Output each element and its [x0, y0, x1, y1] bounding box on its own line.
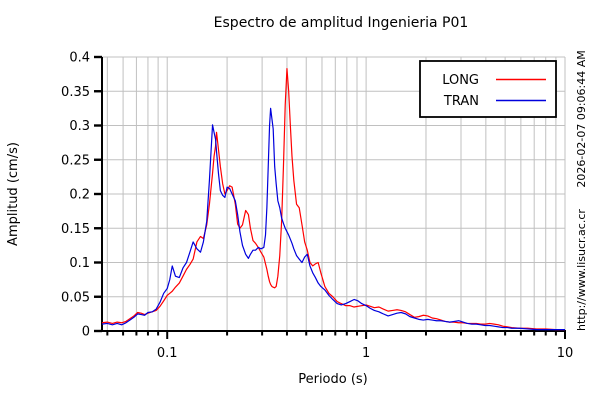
- legend-border: [419, 60, 557, 118]
- axes: 0 0.05 0.1 0.15 0.2 0.25 0.3 0.35 0.4 0.1 1 10: [61, 51, 573, 362]
- y-tick-label: 0.3: [69, 119, 90, 134]
- series-lines: [101, 68, 565, 331]
- y-tick-label: 0.2: [69, 188, 90, 203]
- watermark-url: http://www.lisucr.ac.cr: [575, 209, 588, 331]
- x-axis-label: Periodo (s): [298, 372, 368, 387]
- series-line-tran: [101, 107, 565, 331]
- legend-box: LONG TRAN: [419, 60, 557, 118]
- y-tick-label: 0.15: [61, 222, 90, 237]
- y-tick-label: 0.1: [69, 256, 90, 271]
- x-tick-label: 0.1: [157, 346, 178, 361]
- chart-title: Espectro de amplitud Ingenieria P01: [214, 15, 469, 31]
- y-tick-label: 0: [82, 325, 90, 340]
- x-tick-label: 10: [557, 346, 574, 361]
- legend-label-tran: TRAN: [443, 94, 479, 109]
- y-tick-label: 0.25: [61, 153, 90, 168]
- x-tick-label: 1: [362, 346, 370, 361]
- y-axis-label: Amplitud (cm/s): [6, 142, 21, 246]
- y-tick-label: 0.35: [61, 85, 90, 100]
- y-tick-label: 0.4: [69, 51, 90, 66]
- watermark-timestamp: 2026-02-07 09:06:44 AM: [575, 50, 588, 187]
- y-tick-label: 0.05: [61, 290, 90, 305]
- legend-label-long: LONG: [442, 73, 479, 88]
- watermark: http://www.lisucr.ac.cr 2026-02-07 09:06…: [575, 50, 588, 331]
